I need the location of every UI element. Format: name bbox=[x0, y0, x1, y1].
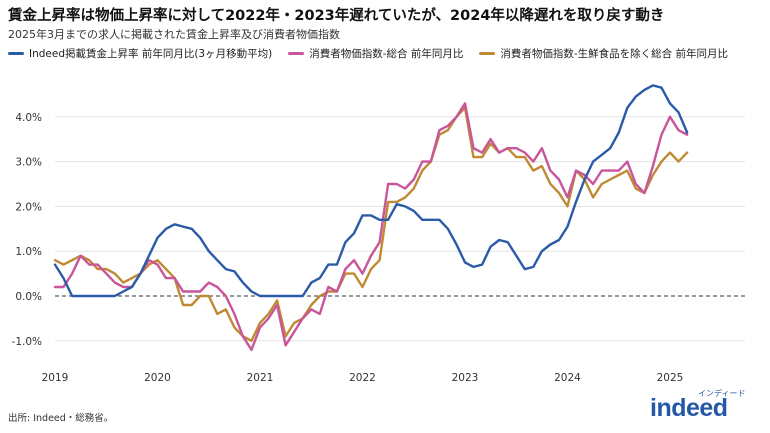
chart-title: 賃金上昇率は物価上昇率に対して2022年・2023年遅れていたが、2024年以降… bbox=[8, 8, 665, 24]
y-tick-label: 1.0% bbox=[15, 246, 42, 258]
legend-item-wages: Indeed掲載賃金上昇率 前年同月比(3ヶ月移動平均) bbox=[8, 46, 272, 61]
y-tick-label: 3.0% bbox=[15, 157, 42, 169]
legend-label-cpi-total: 消費者物価指数-総合 前年同月比 bbox=[309, 48, 464, 60]
y-tick-label: 4.0% bbox=[15, 112, 42, 124]
source-note: 出所: Indeed・総務省。 bbox=[8, 413, 114, 424]
x-tick-label: 2020 bbox=[144, 372, 171, 384]
legend-label-wages: Indeed掲載賃金上昇率 前年同月比(3ヶ月移動平均) bbox=[29, 48, 273, 60]
legend-item-cpi-total: 消費者物価指数-総合 前年同月比 bbox=[288, 46, 463, 61]
chart-subtitle: 2025年3月までの求人に掲載された賃金上昇率及び消費者物価指数 bbox=[8, 28, 340, 41]
legend-swatch-cpi-total bbox=[288, 52, 305, 55]
series-line-1 bbox=[53, 102, 689, 351]
chart-legend: Indeed掲載賃金上昇率 前年同月比(3ヶ月移動平均) 消費者物価指数-総合 … bbox=[8, 46, 744, 61]
x-tick-label: 2024 bbox=[554, 372, 581, 384]
series-line-0 bbox=[53, 84, 689, 298]
indeed-logo: インディード indeed bbox=[650, 388, 750, 428]
x-tick-label: 2019 bbox=[42, 372, 69, 384]
logo-wordmark: indeed bbox=[650, 394, 728, 422]
y-tick-label: 2.0% bbox=[15, 201, 42, 213]
x-tick-label: 2022 bbox=[349, 372, 376, 384]
y-tick-label: 0.0% bbox=[15, 291, 42, 303]
legend-item-cpi-core: 消費者物価指数-生鮮食品を除く総合 前年同月比 bbox=[479, 46, 728, 61]
x-tick-label: 2021 bbox=[247, 372, 274, 384]
logo-subtext: インディード bbox=[698, 389, 746, 398]
x-tick-label: 2023 bbox=[452, 372, 479, 384]
series-line-2 bbox=[53, 106, 689, 342]
legend-swatch-cpi-core bbox=[479, 52, 496, 55]
legend-label-cpi-core: 消費者物価指数-生鮮食品を除く総合 前年同月比 bbox=[500, 48, 728, 60]
x-tick-label: 2025 bbox=[657, 372, 684, 384]
y-tick-label: -1.0% bbox=[12, 336, 42, 348]
legend-swatch-wages bbox=[8, 52, 24, 55]
